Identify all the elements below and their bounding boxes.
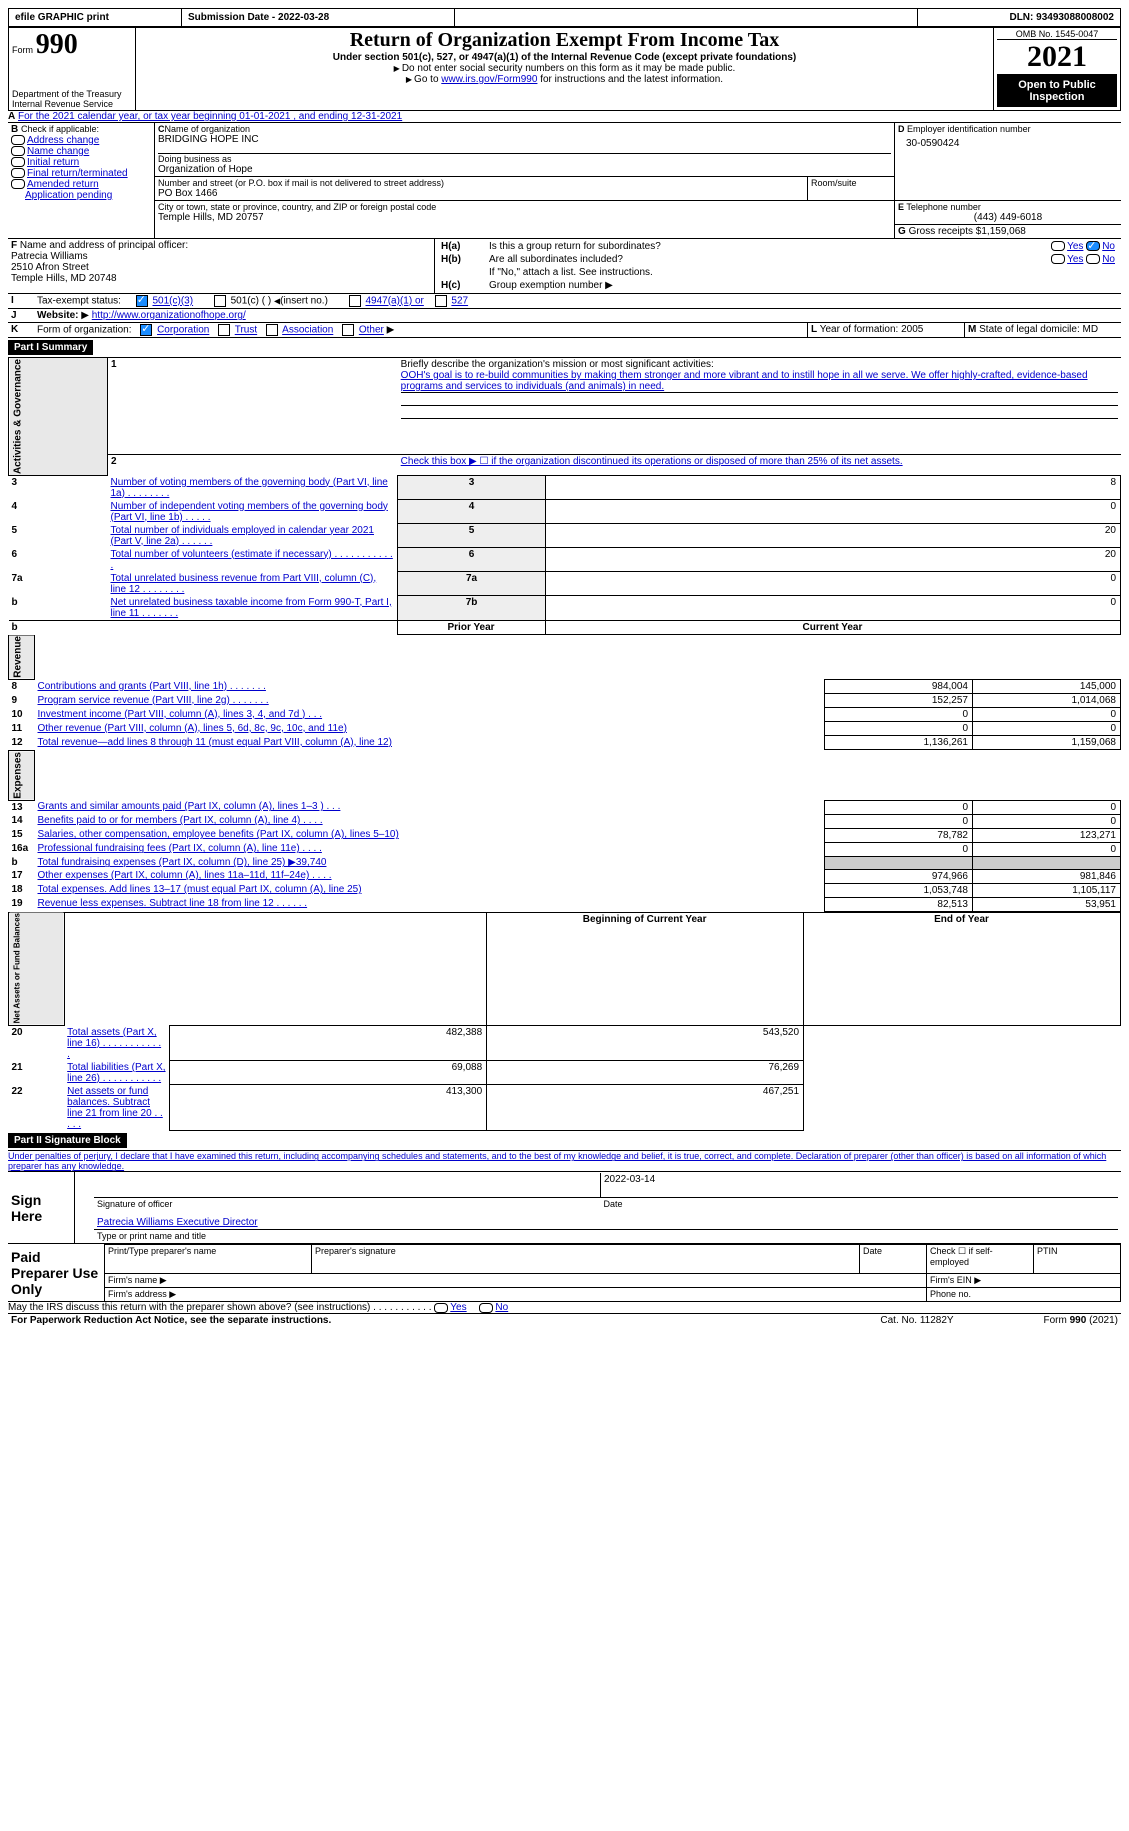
org-name: BRIDGING HOPE INC [158,134,891,145]
part-i-table: Activities & Governance 1 Briefly descri… [8,357,1121,635]
revenue-block: Revenue 8Contributions and grants (Part … [8,635,1121,751]
title-block: Form 990 Department of the Treasury Inte… [8,27,1121,111]
note1: Do not enter social security numbers on … [139,63,990,74]
dept-label: Department of the Treasury Internal Reve… [12,89,132,109]
irs-link[interactable]: www.irs.gov/Form990 [441,74,537,85]
website-link[interactable]: http://www.organizationofhope.org/ [92,310,246,321]
form-label: Form [12,45,33,55]
part-ii-header: Part II Signature Block [8,1133,127,1148]
footer: For Paperwork Reduction Act Notice, see … [8,1314,1121,1327]
cb-initial[interactable]: Initial return [27,157,79,168]
perjury-text: Under penalties of perjury, I declare th… [8,1151,1106,1171]
city: Temple Hills, MD 20757 [158,212,891,223]
sign-date: 2022-03-14 [601,1173,1119,1198]
efile-label[interactable]: efile GRAPHIC print [9,9,182,27]
officer-group-block: F Name and address of principal officer:… [8,239,1121,294]
ein: 30-0590424 [898,134,1118,149]
cb-address-change[interactable]: Address change [27,135,99,146]
open-public: Open to Public Inspection [997,75,1117,107]
gross-receipts: 1,159,068 [981,226,1026,237]
part-i-header: Part I Summary [8,340,93,355]
sidebar-governance: Activities & Governance [9,358,108,476]
netassets-block: Net Assets or Fund Balances Beginning of… [8,912,1121,1131]
calendar-year: For the 2021 calendar year, or tax year … [18,111,402,122]
mission-text: OOH's goal is to re-build communities by… [401,370,1088,392]
paid-preparer-block: Paid Preparer Use Only Print/Type prepar… [8,1244,1121,1302]
discuss-row: May the IRS discuss this return with the… [8,1302,1121,1314]
expenses-block: Expenses 13Grants and similar amounts pa… [8,750,1121,912]
status-website: I Tax-exempt status: 501(c)(3) 501(c) ( … [8,294,1121,323]
subtitle: Under section 501(c), 527, or 4947(a)(1)… [139,52,990,63]
cb-final[interactable]: Final return/terminated [27,168,128,179]
main-title: Return of Organization Exempt From Incom… [139,29,990,52]
form-number: 990 [36,29,78,60]
cb-pending[interactable]: Application pending [25,190,112,201]
dba: Organization of Hope [158,164,891,175]
form-org-row: K Form of organization: Corporation Trus… [8,323,1121,338]
officer-name: Patrecia Williams [11,251,431,262]
spacer [455,9,918,27]
org-info-block: B Check if applicable: Address change Na… [8,123,1121,239]
omb: OMB No. 1545-0047 [997,29,1117,40]
cb-name-change[interactable]: Name change [27,146,89,157]
header-bar: efile GRAPHIC print Submission Date - 20… [8,8,1121,27]
submission-date: Submission Date - 2022-03-28 [182,9,455,27]
phone: (443) 449-6018 [898,212,1118,223]
dln: DLN: 93493088008002 [918,9,1121,27]
street: PO Box 1466 [158,188,804,199]
tax-year: 2021 [997,40,1117,75]
section-a: A For the 2021 calendar year, or tax yea… [8,111,1121,123]
cb-amended[interactable]: Amended return [27,179,99,190]
sign-here-block: Sign Here 2022-03-14 Signature of office… [8,1172,1121,1244]
